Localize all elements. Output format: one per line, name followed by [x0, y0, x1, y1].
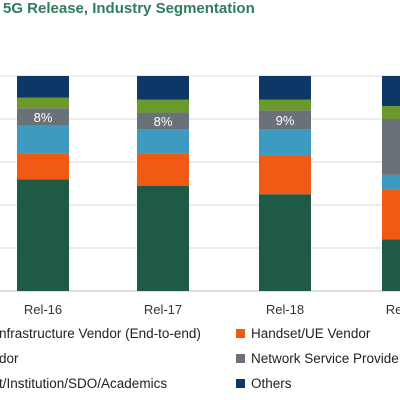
bar-segment — [137, 76, 189, 100]
legend-label: nfrastructure Vendor (End-to-end) — [0, 326, 201, 341]
chart-title: 5G Release, Industry Segmentation — [3, 0, 255, 17]
legend-item: Network Service Provide — [236, 351, 399, 366]
bar-segment — [17, 97, 69, 109]
chart-legend: nfrastructure Vendor (End-to-end) Handset… — [0, 323, 400, 400]
x-tick-label: Rel-16 — [24, 302, 62, 317]
bar-segment — [137, 112, 189, 130]
legend-item: dor — [0, 351, 19, 366]
bar-segment — [17, 108, 69, 126]
bar-segment — [259, 194, 311, 291]
legend-label: Network Service Provide — [251, 351, 399, 366]
bar-segment — [259, 76, 311, 100]
bar-segment — [382, 239, 400, 291]
legend-swatch — [236, 379, 245, 388]
legend-item: Others — [236, 376, 292, 391]
legend-label: t/Institution/SDO/Academics — [0, 376, 168, 391]
data-label: 8% — [154, 114, 173, 129]
bar-segment — [17, 125, 69, 154]
legend-item: t/Institution/SDO/Academics — [0, 376, 167, 391]
bar-segment — [137, 129, 189, 154]
bar-segment — [382, 189, 400, 240]
x-tick-label: Rel-17 — [144, 302, 182, 317]
data-label: 8% — [34, 110, 53, 125]
legend-item: nfrastructure Vendor (End-to-end) — [0, 326, 201, 341]
bar-segment — [137, 99, 189, 113]
bar-segment — [259, 129, 311, 156]
x-tick-label: Re — [386, 302, 400, 317]
bar-segment — [137, 153, 189, 186]
legend-swatch — [236, 354, 245, 363]
legend-label: dor — [0, 351, 19, 366]
x-tick-label: Rel-18 — [266, 302, 304, 317]
legend-item: Handset/UE Vendor — [236, 326, 370, 341]
bar-segment — [17, 76, 69, 98]
bar-segment — [259, 99, 311, 111]
bar-segment — [17, 179, 69, 291]
data-label: 9% — [276, 113, 295, 128]
bar-segment — [382, 174, 400, 190]
bar-segment — [137, 185, 189, 291]
legend-swatch — [236, 329, 245, 338]
bar-segment — [382, 106, 400, 119]
bar-segment — [259, 110, 311, 130]
bar-segment — [382, 76, 400, 107]
bar-segment — [17, 153, 69, 180]
bar-segment — [382, 119, 400, 175]
legend-label: Others — [251, 376, 292, 391]
bar-segment — [259, 155, 311, 195]
legend-label: Handset/UE Vendor — [251, 326, 371, 341]
